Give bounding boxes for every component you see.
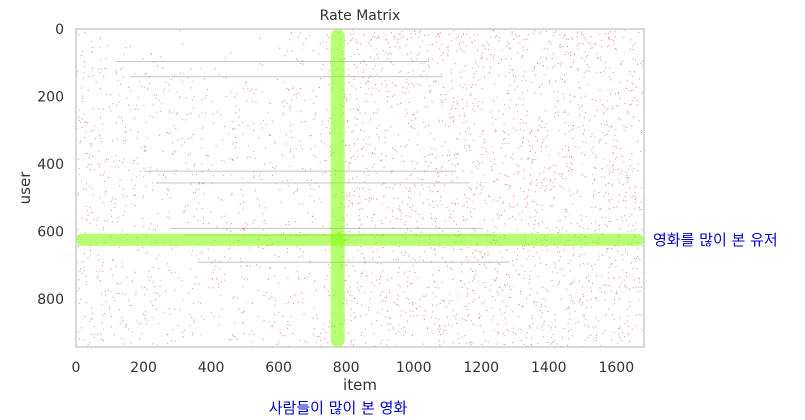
highlight-user-band [76, 233, 644, 246]
x-tick-label: 1400 [531, 360, 567, 376]
dense-user-streak [157, 182, 470, 184]
x-tick-label: 1200 [463, 360, 499, 376]
x-tick-label: 200 [130, 360, 157, 376]
plot-area [76, 29, 644, 347]
x-tick-label: 400 [198, 360, 225, 376]
dense-user-streak [130, 76, 443, 78]
x-axis-label: item [343, 376, 377, 394]
highlight-item-band [330, 29, 345, 347]
annotation-heavy-user: 영화를 많이 본 유저 [653, 231, 778, 249]
plot-frame [75, 28, 645, 348]
dense-user-streak [170, 227, 483, 229]
x-tick-label: 1600 [598, 360, 634, 376]
y-tick-label: 200 [37, 89, 64, 105]
dense-user-streak [143, 170, 456, 172]
dense-user-streak [197, 261, 510, 263]
y-axis-ticks: 0 200 400 600 800 [37, 22, 64, 308]
x-axis-ticks: 0 200 400 600 800 1000 1200 1400 1600 [72, 360, 635, 376]
y-tick-label: 0 [55, 22, 64, 38]
y-tick-label: 400 [37, 157, 64, 173]
x-tick-label: 600 [265, 360, 292, 376]
y-tick-label: 800 [37, 292, 64, 308]
y-axis-label: user [16, 171, 34, 205]
x-tick-label: 800 [333, 360, 360, 376]
y-tick-label: 600 [37, 224, 64, 240]
x-tick-label: 1000 [396, 360, 432, 376]
dense-user-streak [116, 61, 429, 63]
highlight-bands [76, 29, 644, 347]
annotation-popular-item: 사람들이 많이 본 영화 [269, 399, 408, 417]
x-tick-label: 0 [72, 360, 81, 376]
chart-title: Rate Matrix [320, 8, 401, 24]
